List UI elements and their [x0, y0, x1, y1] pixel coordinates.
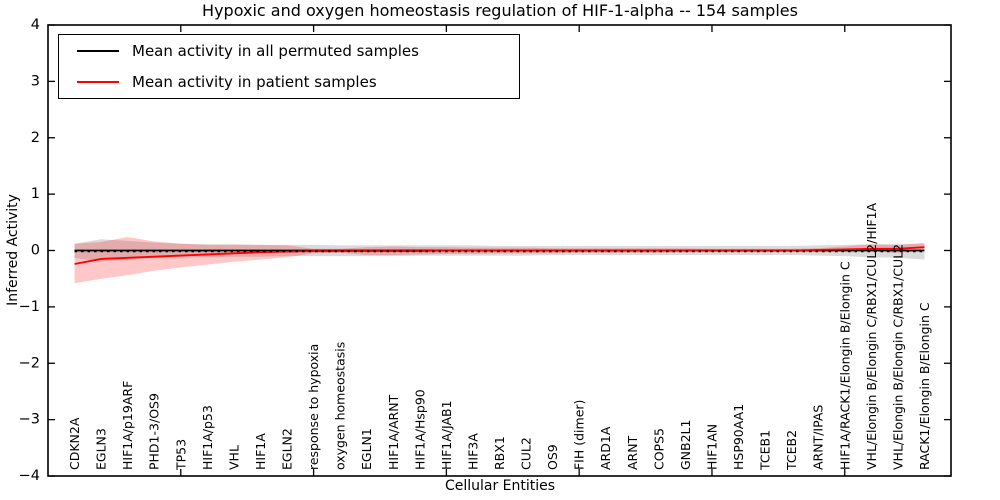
y-tick-label: 1 — [31, 186, 40, 202]
x-category-label: HSP90AA1 — [731, 404, 746, 470]
x-category-label: HIF1A — [253, 433, 268, 470]
x-category-label: PHD1-3/OS9 — [147, 393, 162, 470]
x-category-label: RBX1 — [492, 436, 507, 470]
y-axis-label: Inferred Activity — [5, 194, 21, 306]
x-category-label: ARD1A — [598, 426, 613, 470]
x-category-label: ARNT — [625, 435, 640, 470]
x-category-label: HIF1A/JAB1 — [439, 400, 454, 470]
legend-entry-permuted: Mean activity in all permuted samples — [59, 36, 519, 67]
x-category-label: HIF1AN — [704, 424, 719, 470]
x-category-label: EGLN1 — [359, 428, 374, 470]
x-category-label: EGLN3 — [94, 428, 109, 470]
x-category-label: HIF1A/Hsp90 — [412, 389, 427, 470]
x-category-label: oxygen homeostasis — [333, 342, 348, 470]
y-tick-label: 4 — [31, 17, 40, 33]
x-category-label: response to hypoxia — [306, 344, 321, 470]
y-tick-label: −3 — [19, 412, 40, 428]
x-category-label: FIH (dimer) — [572, 400, 587, 470]
x-category-label: VHL/Elongin B/Elongin C/RBX1/CUL2 — [890, 244, 905, 470]
chart-title: Hypoxic and oxygen homeostasis regulatio… — [202, 1, 798, 20]
x-category-label: VHL — [226, 445, 241, 470]
x-category-label: ARNT/IPAS — [811, 405, 826, 470]
x-category-label: HIF1A/RACK1/Elongin B/Elongin C — [837, 261, 852, 470]
legend-entry-patient: Mean activity in patient samples — [59, 67, 519, 98]
x-axis-label: Cellular Entities — [444, 478, 556, 494]
x-category-label: VHL/Elongin B/Elongin C/RBX1/CUL2/HIF1A — [864, 202, 879, 470]
x-category-label: CUL2 — [519, 437, 534, 470]
x-category-label: RACK1/Elongin B/Elongin C — [917, 302, 932, 470]
legend-label-patient: Mean activity in patient samples — [132, 73, 377, 91]
x-category-label: CDKN2A — [67, 417, 82, 470]
x-category-label: TP53 — [173, 439, 188, 471]
legend-label-permuted: Mean activity in all permuted samples — [132, 42, 419, 60]
y-tick-label: 2 — [31, 130, 40, 146]
x-category-label: OS9 — [545, 444, 560, 470]
patient-std-band — [74, 236, 925, 284]
y-tick-label: −2 — [19, 355, 40, 371]
x-category-label: EGLN2 — [280, 428, 295, 470]
y-tick-label: 3 — [31, 73, 40, 89]
y-tick-label: −4 — [19, 468, 40, 484]
x-category-label: COPS5 — [651, 428, 666, 470]
y-tick-label: −1 — [19, 299, 40, 315]
x-category-label: HIF3A — [465, 433, 480, 470]
y-tick-label: 0 — [31, 243, 40, 259]
x-category-label: TCEB1 — [758, 430, 773, 471]
x-category-label: GNB2L1 — [678, 420, 693, 470]
x-category-label: HIF1A/p53 — [200, 405, 215, 470]
legend-line-permuted-icon — [77, 50, 119, 52]
x-category-label: HIF1A/ARNT — [386, 394, 401, 470]
x-category-label: TCEB2 — [784, 430, 799, 471]
x-category-label: HIF1A/p19ARF — [120, 381, 135, 470]
legend: Mean activity in all permuted samples Me… — [58, 34, 520, 99]
legend-line-patient-icon — [77, 81, 119, 83]
